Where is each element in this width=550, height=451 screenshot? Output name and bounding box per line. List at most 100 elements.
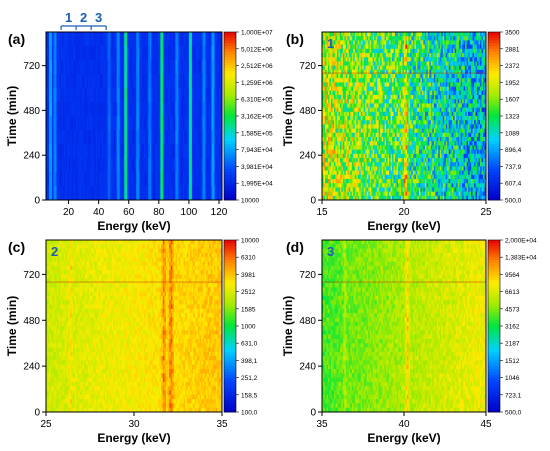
heatmap-cell	[74, 46, 77, 61]
heatmap-cell	[113, 32, 116, 47]
heatmap-cell	[354, 40, 357, 45]
heatmap-cell	[154, 186, 157, 201]
heatmap-cell	[366, 44, 369, 50]
heatmap-cell	[97, 116, 100, 131]
heatmap-cell	[191, 172, 194, 187]
heatmap-cell	[176, 172, 179, 187]
heatmap-cell	[339, 53, 342, 58]
heatmap-cell	[366, 149, 369, 155]
heatmap-cell	[65, 74, 68, 89]
heatmap-cell	[61, 46, 63, 61]
heatmap-cell	[164, 88, 167, 103]
heatmap-cell	[148, 186, 151, 201]
heatmap-cell	[357, 53, 360, 58]
heatmap-cell	[139, 102, 142, 117]
heatmap-cell	[140, 144, 143, 159]
heatmap-cell	[169, 130, 172, 145]
colorbar-segment	[224, 60, 236, 64]
heatmap-cell	[98, 60, 101, 75]
heatmap-cell	[345, 103, 348, 108]
heatmap-cell	[360, 141, 363, 146]
heatmap-cell	[341, 82, 344, 87]
heatmap-cell	[178, 130, 181, 145]
heatmap-cell	[196, 74, 199, 89]
heatmap-cell	[169, 102, 172, 117]
heatmap-cell	[139, 46, 142, 61]
heatmap-cell	[354, 137, 357, 142]
heatmap-cell	[212, 186, 215, 201]
heatmap-cell	[89, 130, 92, 145]
heatmap-cell	[194, 32, 197, 47]
heatmap-cell	[350, 82, 353, 87]
heatmap-cell	[203, 186, 206, 201]
heatmap-cell	[197, 32, 200, 47]
heatmap-cell	[347, 65, 350, 71]
heatmap-cell	[339, 141, 342, 146]
heatmap-cell	[339, 145, 342, 150]
heatmap-cell	[353, 69, 356, 75]
heatmap-cell	[211, 116, 214, 131]
heatmap-cell	[353, 82, 356, 87]
heatmap-cell	[336, 69, 339, 75]
heatmap-cell	[185, 46, 188, 61]
heatmap-cell	[139, 158, 142, 173]
heatmap-cell	[365, 107, 368, 113]
heatmap-cell	[101, 144, 104, 159]
heatmap-cell	[89, 74, 92, 89]
heatmap-cell	[353, 78, 356, 83]
heatmap-cell	[88, 116, 91, 131]
heatmap-cell	[118, 116, 121, 131]
heatmap-cell	[196, 32, 199, 47]
heatmap-cell	[323, 95, 326, 100]
heatmap-cell	[91, 144, 94, 159]
heatmap-cell	[215, 60, 218, 75]
heatmap-cell	[121, 46, 124, 61]
heatmap-cell	[366, 120, 369, 125]
heatmap-cell	[326, 191, 329, 197]
heatmap-cell	[118, 144, 121, 159]
heatmap-cell	[166, 74, 169, 89]
heatmap-cell	[345, 57, 348, 62]
heatmap-cell	[149, 102, 152, 117]
heatmap-cell	[350, 116, 353, 121]
heatmap-cell	[104, 186, 107, 201]
heatmap-cell	[95, 116, 98, 131]
heatmap-cell	[64, 158, 66, 173]
heatmap-cell	[326, 170, 329, 176]
heatmap-cell	[345, 107, 348, 113]
heatmap-cell	[363, 65, 366, 71]
heatmap-cell	[65, 60, 68, 75]
heatmap-cell	[161, 186, 164, 201]
heatmap-cell	[363, 174, 366, 180]
heatmap-cell	[324, 145, 327, 150]
heatmap-cell	[77, 158, 80, 173]
heatmap-cell	[341, 187, 344, 192]
heatmap-cell	[345, 179, 348, 184]
heatmap-cell	[362, 153, 365, 159]
heatmap-cell	[351, 40, 354, 45]
heatmap-cell	[91, 186, 94, 201]
heatmap-cell	[335, 128, 338, 134]
heatmap-cell	[143, 130, 146, 145]
heatmap-cell	[366, 107, 369, 113]
heatmap-cell	[357, 128, 360, 134]
heatmap-cell	[366, 137, 369, 142]
heatmap-cell	[136, 186, 139, 201]
heatmap-cell	[115, 46, 118, 61]
heatmap-cell	[211, 88, 214, 103]
heatmap-cell	[209, 130, 212, 145]
heatmap-cell	[196, 46, 199, 61]
heatmap-cell	[365, 166, 368, 171]
heatmap-cell	[217, 88, 220, 103]
heatmap-cell	[324, 48, 327, 54]
heatmap-cell	[55, 144, 57, 159]
heatmap-cell	[329, 141, 332, 146]
heatmap-cell	[56, 46, 59, 61]
heatmap-cell	[363, 61, 366, 66]
heatmap-cell	[122, 32, 125, 47]
heatmap-cell	[184, 116, 187, 131]
heatmap-cell	[348, 32, 351, 37]
heatmap-cell	[106, 74, 109, 89]
heatmap-cell	[185, 88, 188, 103]
heatmap-cell	[71, 172, 74, 187]
